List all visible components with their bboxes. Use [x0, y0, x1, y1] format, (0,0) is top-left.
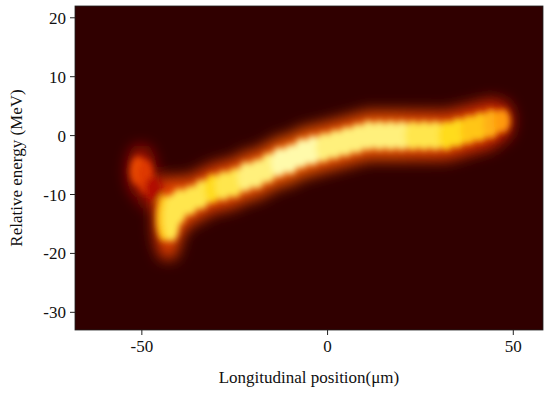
density-core [145, 177, 161, 201]
y-tick [70, 135, 75, 136]
plot-frame [75, 6, 543, 330]
core-layer [130, 109, 510, 242]
y-tick [70, 194, 75, 195]
y-tick [70, 76, 75, 77]
y-tick-label: 20 [49, 9, 66, 28]
y-tick-label: -30 [43, 303, 66, 322]
y-tick-label: 0 [58, 127, 67, 146]
density-core [494, 109, 510, 133]
plot-background [75, 6, 543, 330]
x-tick-label: -50 [131, 337, 154, 356]
y-tick [70, 312, 75, 313]
x-tick [513, 330, 514, 335]
chart: -50 0 50 -30 -20 -10 0 10 20 Longitudinal positio… [0, 0, 549, 396]
y-tick-label: -10 [43, 186, 66, 205]
x-tick-label: 0 [323, 337, 332, 356]
y-tick [70, 17, 75, 18]
x-tick [141, 330, 142, 335]
x-tick-label: 50 [505, 337, 522, 356]
chart-root: -50 0 50 -30 -20 -10 0 10 20 Longitudinal positio… [0, 0, 549, 396]
y-tick-label: -20 [43, 244, 66, 263]
x-axis-title: Longitudinal position(μm) [219, 368, 400, 387]
halo-layer [126, 97, 514, 260]
y-tick-label: 10 [49, 68, 66, 87]
plot-area [126, 97, 514, 260]
y-axis-title: Relative energy (MeV) [7, 89, 26, 246]
x-tick [327, 330, 328, 335]
y-tick [70, 253, 75, 254]
